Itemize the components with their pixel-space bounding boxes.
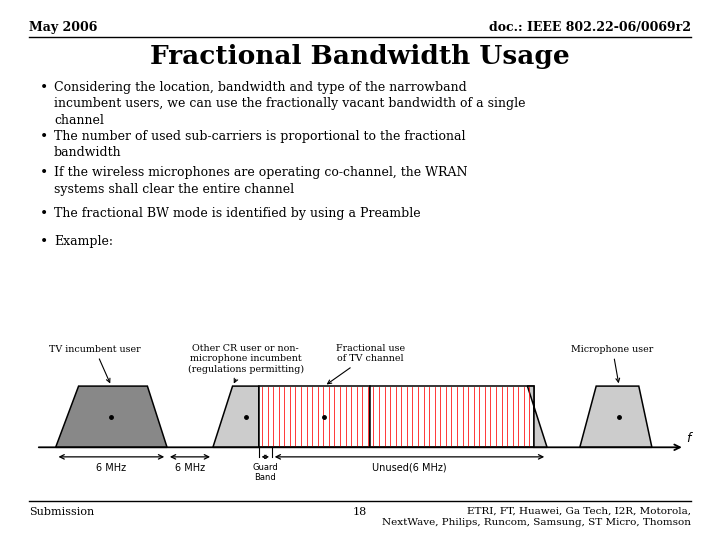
Text: 6 MHz: 6 MHz: [175, 463, 205, 472]
Text: •: •: [40, 166, 48, 180]
Polygon shape: [55, 386, 167, 447]
Text: •: •: [40, 81, 48, 95]
Polygon shape: [528, 386, 547, 447]
Text: Example:: Example:: [54, 235, 113, 248]
Text: Guard
Band: Guard Band: [253, 463, 278, 482]
Text: May 2006: May 2006: [29, 21, 97, 33]
Text: Considering the location, bandwidth and type of the narrowband
incumbent users, : Considering the location, bandwidth and …: [54, 81, 526, 127]
Text: The fractional BW mode is identified by using a Preamble: The fractional BW mode is identified by …: [54, 207, 420, 220]
Text: Submission: Submission: [29, 507, 94, 517]
Text: Fractional Bandwidth Usage: Fractional Bandwidth Usage: [150, 44, 570, 69]
Text: ETRI, FT, Huawei, Ga Tech, I2R, Motorola,
NextWave, Philips, Runcom, Samsung, ST: ETRI, FT, Huawei, Ga Tech, I2R, Motorola…: [382, 507, 691, 528]
Polygon shape: [213, 386, 258, 447]
Text: If the wireless microphones are operating co-channel, the WRAN
systems shall cle: If the wireless microphones are operatin…: [54, 166, 467, 196]
Text: Other CR user or non-
microphone incumbent
(regulations permitting): Other CR user or non- microphone incumbe…: [188, 344, 304, 382]
Bar: [370, 386, 534, 447]
Bar: [258, 386, 370, 447]
Text: 6 MHz: 6 MHz: [96, 463, 127, 472]
Text: Fractional use
of TV channel: Fractional use of TV channel: [328, 344, 405, 384]
Text: TV incumbent user: TV incumbent user: [49, 345, 141, 382]
Text: doc.: IEEE 802.22-06/0069r2: doc.: IEEE 802.22-06/0069r2: [489, 21, 691, 33]
Polygon shape: [580, 386, 652, 447]
Text: $f$: $f$: [686, 431, 694, 446]
Text: •: •: [40, 235, 48, 249]
Text: •: •: [40, 207, 48, 221]
Text: Microphone user: Microphone user: [572, 345, 654, 382]
Text: 18: 18: [353, 507, 367, 517]
Text: Unused(6 MHz): Unused(6 MHz): [372, 463, 447, 472]
Text: The number of used sub-carriers is proportional to the fractional
bandwidth: The number of used sub-carriers is propo…: [54, 130, 466, 159]
Text: •: •: [40, 130, 48, 144]
